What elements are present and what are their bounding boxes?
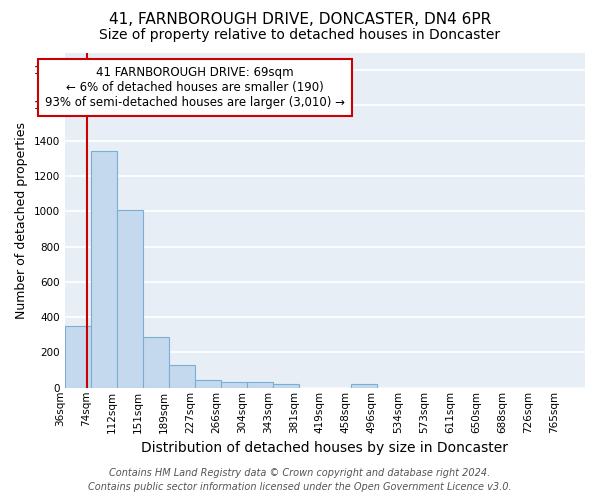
Text: 41 FARNBOROUGH DRIVE: 69sqm
← 6% of detached houses are smaller (190)
93% of sem: 41 FARNBOROUGH DRIVE: 69sqm ← 6% of deta… (45, 66, 345, 110)
Bar (169, 365, 195, 388)
Bar (117, 210, 143, 388)
Text: Size of property relative to detached houses in Doncaster: Size of property relative to detached ho… (100, 28, 500, 42)
Bar (195, 380, 221, 388)
Text: Contains HM Land Registry data © Crown copyright and database right 2024.
Contai: Contains HM Land Registry data © Crown c… (88, 468, 512, 492)
Bar (65, 326, 91, 388)
Text: 41, FARNBOROUGH DRIVE, DONCASTER, DN4 6PR: 41, FARNBOROUGH DRIVE, DONCASTER, DN4 6P… (109, 12, 491, 28)
Bar (143, 336, 169, 388)
Bar (273, 384, 299, 388)
Bar (91, 152, 117, 388)
Bar (221, 382, 247, 388)
Bar (247, 382, 273, 388)
X-axis label: Distribution of detached houses by size in Doncaster: Distribution of detached houses by size … (142, 441, 508, 455)
Bar (351, 384, 377, 388)
Y-axis label: Number of detached properties: Number of detached properties (15, 122, 28, 318)
